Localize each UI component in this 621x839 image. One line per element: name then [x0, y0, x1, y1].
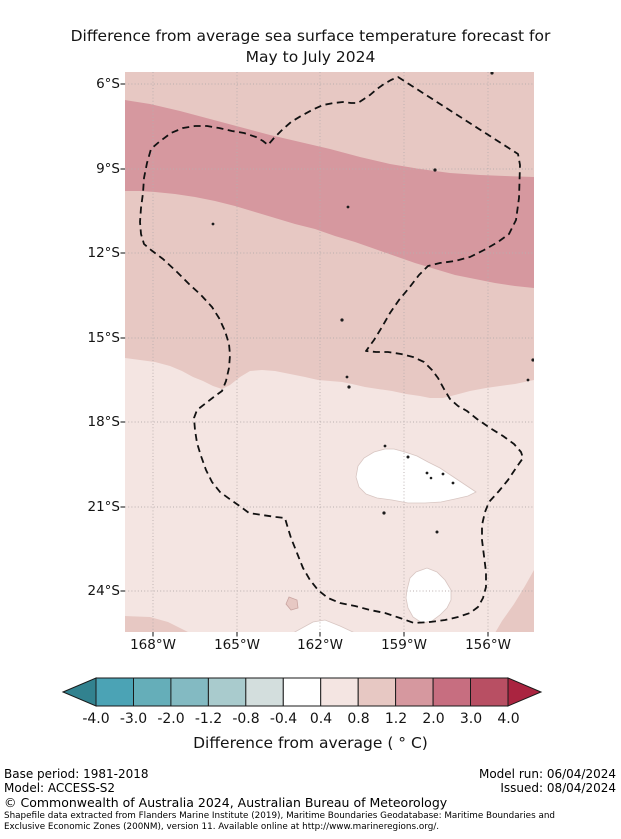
copyright-text: © Commonwealth of Australia 2024, Austra… [4, 795, 448, 810]
base-period-text: Base period: 1981-2018 [4, 767, 149, 781]
colorbar-min-arrow [61, 677, 97, 707]
colorbar-segment [282, 677, 322, 707]
lat-label-6s: 6°S [96, 76, 120, 92]
colorbar-tick: -1.2 [194, 711, 223, 727]
eez-boundary-dashed-line [139, 76, 524, 624]
colorbar-tick: 2.0 [422, 711, 445, 727]
band-0p8-corner-southeast [495, 570, 534, 632]
colorbar-segment [245, 677, 284, 707]
colorbar-label: Difference from average ( ° C) [193, 734, 428, 752]
island-dots [211, 72, 534, 534]
model-text: Model: ACCESS-S2 [4, 781, 116, 795]
colorbar-segment [357, 677, 397, 707]
lon-label-156w: 156°W [465, 637, 511, 653]
lon-label-162w: 162°W [297, 637, 343, 653]
white-patch-bottom-edge [293, 619, 354, 632]
lat-label-15s: 15°S [87, 330, 121, 346]
colorbar-tick: 0.8 [347, 711, 370, 727]
lat-label-21s: 21°S [87, 499, 121, 515]
issued-text: Issued: 08/04/2024 [500, 781, 616, 795]
colorbar-tick: 3.0 [459, 711, 483, 727]
colorbar-segment [395, 677, 434, 707]
lon-label-168w: 168°W [130, 637, 176, 653]
lat-label-9s: 9°S [96, 161, 120, 177]
colorbar-segment [95, 677, 134, 707]
colorbar-segment [207, 677, 247, 707]
lon-label-159w: 159°W [381, 637, 427, 653]
colorbar-segment [432, 677, 472, 707]
colorbar-tick: 1.2 [384, 711, 408, 727]
map-and-colorbar-canvas [61, 72, 543, 707]
white-patch-north [355, 448, 477, 504]
colorbar-segment [320, 677, 359, 707]
colorbar-tick: -0.4 [269, 711, 298, 727]
axis-tick-marks [120, 83, 489, 637]
small-island-polygon [285, 596, 299, 611]
attribution-line2: Exclusive Economic Zones (200NM), versio… [4, 822, 440, 832]
white-patch-south [405, 567, 452, 624]
band-1p2-2p0 [125, 100, 534, 288]
colorbar-tick: 4.0 [497, 711, 520, 727]
colorbar-max-arrow [507, 677, 543, 707]
band-near-zero-patches [293, 448, 477, 632]
lat-label-18s: 18°S [87, 414, 121, 430]
figure-title-line2: May to July 2024 [245, 48, 376, 66]
lat-label-12s: 12°S [87, 245, 121, 261]
map-area [125, 72, 534, 632]
colorbar-tick: 0.4 [309, 711, 333, 727]
colorbar-segment [170, 677, 209, 707]
colorbar-segment [470, 677, 509, 707]
figure-title: Difference from average sea surface temp… [0, 26, 621, 68]
colorbar-tick: -0.8 [232, 711, 260, 727]
colorbar [61, 677, 543, 707]
band-0p8-corner-southwest [125, 616, 188, 632]
colorbar-segment [133, 677, 172, 707]
lat-label-24s: 24°S [87, 583, 121, 599]
colorbar-tick: -2.0 [157, 711, 185, 727]
lon-label-165w: 165°W [214, 637, 260, 653]
figure-title-line1: Difference from average sea surface temp… [70, 27, 551, 45]
colorbar-tick: -4.0 [82, 711, 110, 727]
colorbar-tick: -3.0 [119, 711, 148, 727]
attribution-line1: Shapefile data extracted from Flanders M… [4, 811, 555, 821]
model-run-text: Model run: 06/04/2024 [478, 767, 616, 781]
graticule-gridlines [125, 72, 534, 632]
